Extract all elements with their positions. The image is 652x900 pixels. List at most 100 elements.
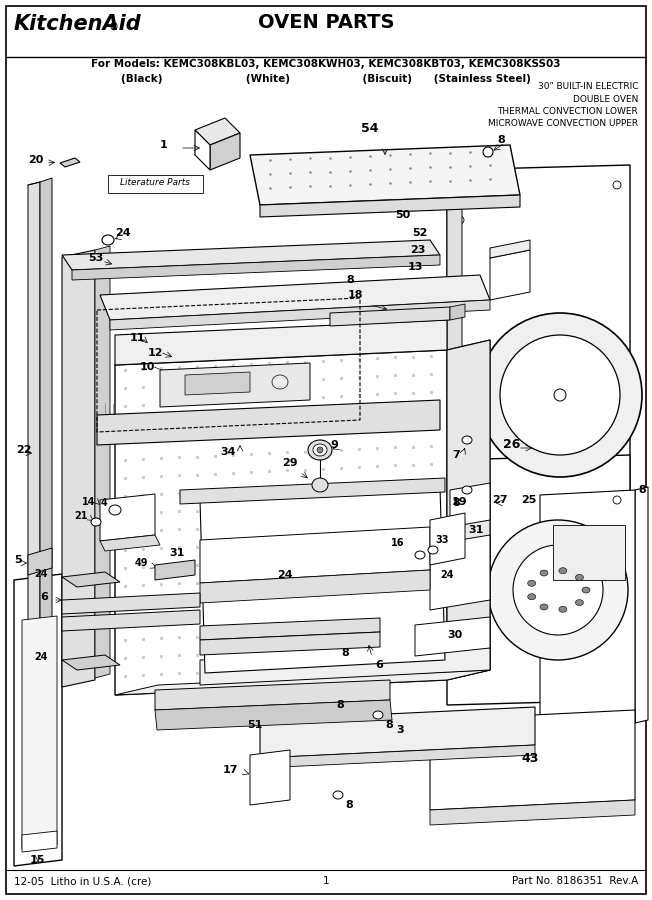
Ellipse shape (313, 444, 327, 456)
Text: 16: 16 (391, 538, 404, 548)
Polygon shape (62, 655, 120, 670)
Polygon shape (447, 455, 630, 705)
Polygon shape (447, 340, 490, 680)
Ellipse shape (613, 181, 621, 189)
Polygon shape (14, 574, 62, 866)
Polygon shape (110, 300, 490, 330)
Ellipse shape (91, 518, 101, 526)
Text: 30" BUILT-IN ELECTRIC
DOUBLE OVEN
THERMAL CONVECTION LOWER
MICROWAVE CONVECTION : 30" BUILT-IN ELECTRIC DOUBLE OVEN THERMA… (488, 82, 638, 129)
Text: 24: 24 (35, 569, 48, 579)
Text: 8: 8 (385, 720, 393, 730)
Text: 27: 27 (492, 495, 507, 505)
Polygon shape (260, 707, 535, 758)
Text: 23: 23 (410, 245, 425, 255)
Polygon shape (155, 560, 195, 580)
Polygon shape (330, 307, 450, 326)
Polygon shape (180, 478, 445, 504)
Ellipse shape (428, 546, 438, 554)
Polygon shape (185, 372, 250, 395)
Text: 22: 22 (16, 445, 31, 455)
Polygon shape (200, 527, 430, 583)
Text: For Models: KEMC308KBL03, KEMC308KWH03, KEMC308KBT03, KEMC308KSS03: For Models: KEMC308KBL03, KEMC308KWH03, … (91, 59, 561, 69)
Text: 24: 24 (35, 652, 48, 662)
Text: 10: 10 (140, 362, 155, 372)
Text: 49: 49 (134, 558, 148, 568)
Ellipse shape (483, 147, 493, 157)
Ellipse shape (456, 186, 464, 194)
Ellipse shape (478, 313, 642, 477)
Text: 54: 54 (361, 122, 379, 135)
Text: 4: 4 (100, 498, 107, 508)
Polygon shape (62, 572, 120, 587)
Text: 7: 7 (452, 450, 460, 460)
Ellipse shape (527, 594, 536, 599)
Text: 17: 17 (222, 765, 238, 775)
Polygon shape (200, 632, 380, 655)
Ellipse shape (317, 447, 323, 453)
Text: 13: 13 (408, 262, 423, 272)
Ellipse shape (613, 376, 621, 384)
Text: 12-05  Litho in U.S.A. (cre): 12-05 Litho in U.S.A. (cre) (14, 876, 151, 886)
Text: 20: 20 (28, 155, 44, 165)
Text: 1: 1 (323, 876, 329, 886)
Text: 24: 24 (277, 570, 293, 580)
Ellipse shape (456, 216, 464, 224)
Polygon shape (28, 548, 52, 575)
Polygon shape (447, 165, 630, 565)
Ellipse shape (559, 607, 567, 612)
Ellipse shape (462, 486, 472, 494)
Text: 25: 25 (521, 495, 536, 505)
Ellipse shape (582, 587, 590, 593)
Polygon shape (447, 340, 490, 680)
Ellipse shape (102, 235, 114, 245)
Polygon shape (72, 255, 440, 280)
Polygon shape (430, 800, 635, 825)
Polygon shape (430, 513, 465, 565)
Ellipse shape (576, 599, 584, 606)
Text: 11: 11 (130, 333, 145, 343)
Polygon shape (450, 304, 465, 320)
Ellipse shape (456, 436, 464, 444)
Text: 21: 21 (74, 511, 88, 521)
Text: 8: 8 (638, 485, 645, 495)
Polygon shape (260, 195, 520, 217)
Ellipse shape (109, 505, 121, 515)
Polygon shape (200, 645, 490, 685)
Ellipse shape (456, 496, 464, 504)
Polygon shape (160, 363, 310, 407)
Text: 5: 5 (14, 555, 22, 565)
Polygon shape (250, 145, 520, 205)
Bar (108, 175, 203, 193)
Ellipse shape (613, 496, 621, 504)
Polygon shape (100, 275, 490, 320)
Ellipse shape (456, 536, 464, 544)
Polygon shape (450, 483, 490, 527)
Ellipse shape (559, 568, 567, 573)
Polygon shape (100, 494, 155, 541)
Polygon shape (62, 250, 95, 687)
Ellipse shape (576, 574, 584, 580)
Text: 34: 34 (220, 447, 236, 457)
Text: 12: 12 (148, 348, 164, 358)
Polygon shape (95, 246, 110, 678)
Text: 50: 50 (395, 210, 410, 220)
Text: (Black)                       (White)                    (Biscuit)      (Stainle: (Black) (White) (Biscuit) (Stainle (121, 74, 531, 84)
Polygon shape (40, 178, 52, 726)
Polygon shape (200, 487, 445, 673)
Text: 53: 53 (88, 253, 103, 263)
Text: OVEN PARTS: OVEN PARTS (258, 13, 394, 32)
Polygon shape (28, 182, 40, 733)
Text: 1: 1 (159, 140, 167, 150)
Polygon shape (490, 250, 530, 300)
Polygon shape (200, 570, 430, 603)
Ellipse shape (462, 436, 472, 444)
Text: 3: 3 (396, 725, 404, 735)
Text: 30: 30 (447, 630, 463, 640)
Ellipse shape (308, 440, 332, 460)
Text: 9: 9 (330, 440, 338, 450)
Text: 8: 8 (497, 135, 505, 145)
Polygon shape (100, 535, 160, 551)
Text: 24: 24 (440, 570, 454, 580)
Polygon shape (195, 130, 210, 170)
Text: Literature Parts: Literature Parts (120, 178, 190, 187)
